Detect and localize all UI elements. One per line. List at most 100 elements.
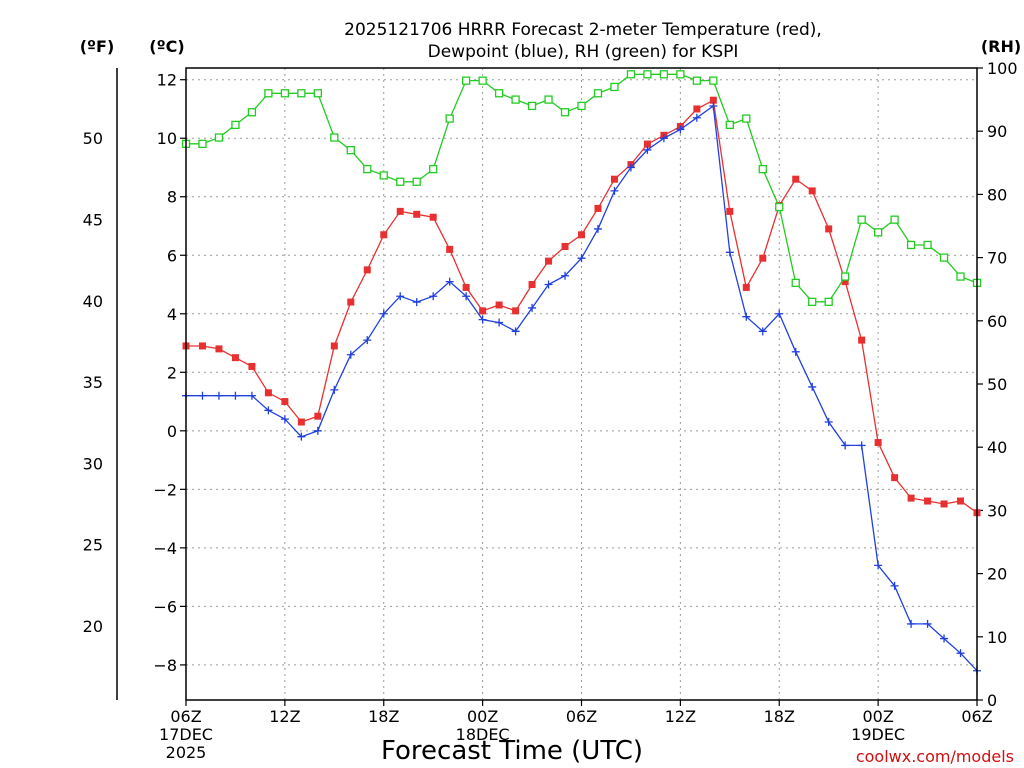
temperature-marker [446, 245, 454, 253]
rh-marker [906, 240, 916, 250]
fahrenheit-tick-label: 35 [83, 373, 103, 392]
rh-marker [610, 82, 619, 92]
temperature-marker [759, 254, 767, 262]
celsius-tick-label: −4 [153, 539, 177, 558]
rh-marker [511, 95, 520, 104]
rh-marker [429, 164, 438, 174]
rh-marker [231, 120, 240, 130]
celsius-tick-label: 8 [167, 188, 177, 207]
rh-tick-label: 20 [987, 565, 1007, 584]
dewpoint-marker [231, 391, 240, 400]
dewpoint-marker [907, 619, 916, 628]
temperature-marker [314, 412, 322, 420]
rh-tick-label: 60 [987, 312, 1007, 331]
rh-tick-label: 10 [987, 628, 1007, 647]
dewpoint-marker [544, 280, 553, 289]
rh-marker [313, 89, 322, 98]
fahrenheit-tick-label: 40 [83, 292, 103, 311]
temperature-marker [957, 497, 965, 505]
rh-marker [956, 272, 965, 281]
rh-marker [593, 89, 603, 98]
dewpoint-marker [412, 298, 421, 307]
temperature-marker [940, 500, 948, 508]
dewpoint-marker [462, 292, 471, 301]
dewpoint-marker [429, 292, 438, 301]
celsius-tick-label: −6 [153, 597, 177, 616]
rh-marker [198, 139, 207, 148]
rh-tick-label: 90 [987, 122, 1007, 141]
rh-marker [412, 177, 421, 186]
dewpoint-marker [742, 312, 751, 321]
dewpoint-marker [626, 163, 635, 172]
temperature-marker [825, 225, 833, 233]
temperature-marker [907, 494, 915, 502]
dewpoint-marker [775, 309, 784, 318]
rh-marker [873, 228, 883, 237]
dewpoint-marker [758, 327, 767, 336]
temperature-marker [512, 307, 520, 315]
rh-marker [692, 76, 702, 85]
dewpoint-marker [709, 102, 718, 111]
rh-marker [214, 133, 224, 142]
rh-marker [494, 89, 504, 98]
dewpoint-marker [313, 426, 322, 435]
dewpoint-marker [808, 382, 817, 391]
dewpoint-marker [528, 303, 537, 312]
x-tick-label: 18Z [368, 707, 399, 726]
celsius-tick-label: 0 [167, 422, 177, 441]
rh-marker [379, 171, 388, 180]
dewpoint-marker [379, 309, 388, 318]
rh-marker [544, 95, 553, 104]
dewpoint-marker [890, 581, 899, 590]
temperature-marker [264, 389, 272, 397]
x-tick-label: 06Z [961, 707, 992, 726]
dewpoint-marker [297, 432, 306, 441]
celsius-unit-label: (ºC) [149, 37, 184, 56]
dewpoint-marker [561, 271, 570, 280]
rh-marker [758, 164, 767, 174]
rh-marker [775, 202, 784, 212]
x-tick-label: 00Z [467, 707, 498, 726]
dewpoint-marker [940, 634, 949, 643]
series-layer [181, 70, 982, 675]
celsius-axis: 12 10 8 6 4 2 0 −2 −4 −6 −8 [153, 71, 186, 675]
dewpoint-marker [676, 125, 685, 134]
dewpoint-marker [330, 385, 339, 394]
x-tick-label: 12Z [269, 707, 300, 726]
dewpoint-marker [495, 318, 504, 327]
temperature-marker [545, 257, 553, 265]
credit-text: coolwx.com/models [856, 747, 1014, 766]
temperature-marker [561, 242, 569, 250]
temperature-marker [643, 140, 651, 148]
rh-marker [923, 240, 932, 250]
rh-marker [346, 146, 355, 155]
fahrenheit-unit-label: (ºF) [80, 37, 115, 56]
dewpoint-marker [577, 254, 586, 263]
rh-marker [824, 297, 833, 306]
dewpoint-marker [478, 315, 487, 324]
temperature-marker [610, 175, 618, 183]
rh-marker [461, 76, 471, 85]
celsius-tick-label: 4 [167, 305, 177, 324]
celsius-tick-label: −8 [153, 656, 177, 675]
fahrenheit-axis: 50 45 40 35 30 25 20 [83, 129, 103, 636]
temperature-marker [380, 231, 388, 239]
x-tick-label: 12Z [665, 707, 696, 726]
temperature-marker [874, 439, 882, 447]
rh-marker [890, 215, 899, 224]
fahrenheit-tick-label: 25 [83, 536, 103, 555]
temperature-marker [841, 278, 849, 286]
temperature-marker [479, 307, 487, 315]
temperature-marker [215, 345, 223, 353]
temperature-marker [891, 474, 899, 482]
temperature-marker [297, 418, 305, 426]
celsius-tick-label: −2 [153, 480, 177, 499]
temperature-marker [792, 175, 800, 183]
rh-marker [857, 215, 866, 224]
x-tick-label: 19DEC [851, 725, 905, 744]
dewpoint-marker [511, 327, 520, 336]
chart-title-line-2: Dewpoint (blue), RH (green) for KSPI [428, 42, 739, 62]
